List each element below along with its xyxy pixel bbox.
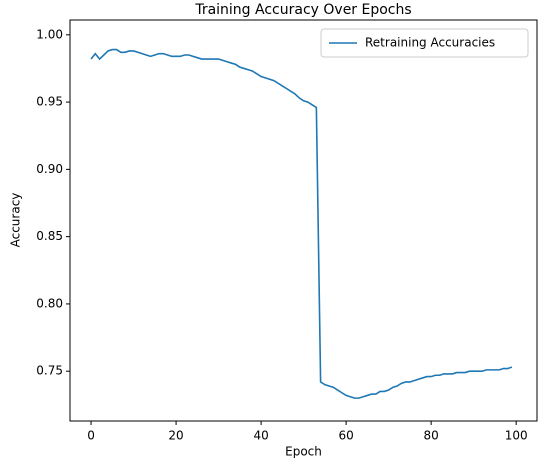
plot-frame xyxy=(69,19,538,422)
x-tick-label: 80 xyxy=(424,429,439,443)
y-axis-label: Accuracy xyxy=(9,193,23,248)
legend-box xyxy=(320,28,529,58)
x-tick-label: 0 xyxy=(87,429,95,443)
x-tick-label: 100 xyxy=(505,429,528,443)
y-tick-label: 0.95 xyxy=(36,95,63,109)
y-tick-label: 0.75 xyxy=(36,364,63,378)
y-tick-label: 0.90 xyxy=(36,162,63,176)
chart-title: Training Accuracy Over Epochs xyxy=(194,2,411,18)
y-tick-label: 1.00 xyxy=(36,27,63,41)
line-series xyxy=(90,48,513,399)
y-tick-label: 0.85 xyxy=(36,229,63,243)
x-axis-label: Epoch xyxy=(285,445,322,459)
x-tick-label: 40 xyxy=(253,429,268,443)
x-tick-label: 60 xyxy=(338,429,353,443)
x-tick-label: 20 xyxy=(168,429,183,443)
legend-label: Retraining Accuracies xyxy=(365,36,495,50)
y-tick-label: 0.80 xyxy=(36,296,63,310)
